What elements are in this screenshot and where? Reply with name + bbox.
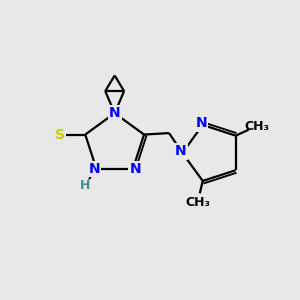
Text: N: N (195, 116, 207, 130)
Text: N: N (129, 162, 141, 176)
Text: N: N (175, 145, 187, 158)
Text: CH₃: CH₃ (185, 196, 210, 208)
Text: CH₃: CH₃ (244, 120, 269, 133)
Text: N: N (109, 106, 121, 120)
Text: N: N (88, 162, 100, 176)
Text: S: S (55, 128, 65, 142)
Text: H: H (80, 179, 91, 192)
